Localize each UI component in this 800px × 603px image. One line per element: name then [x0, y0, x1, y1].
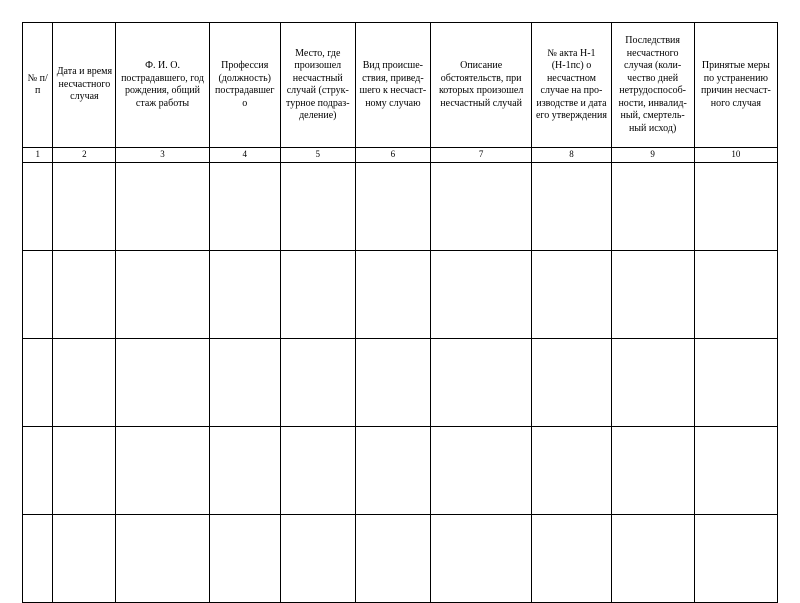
cell: [611, 339, 694, 427]
cell: [23, 163, 53, 251]
cell: [611, 515, 694, 603]
col-header-consequences: Последствия несчастного случая (коли-чес…: [611, 23, 694, 148]
table-row: [23, 339, 778, 427]
cell: [694, 515, 777, 603]
cell: [430, 251, 531, 339]
cell: [355, 163, 430, 251]
col-header-datetime: Дата и время несчастного случая: [53, 23, 116, 148]
cell: [694, 163, 777, 251]
cell: [53, 339, 116, 427]
table-row: [23, 515, 778, 603]
cell: [53, 427, 116, 515]
col-num-7: 7: [430, 148, 531, 163]
cell: [116, 339, 209, 427]
cell: [532, 163, 611, 251]
page: № п/п Дата и время несчастного случая Ф.…: [0, 0, 800, 574]
cell: [116, 427, 209, 515]
col-num-1: 1: [23, 148, 53, 163]
cell: [355, 251, 430, 339]
cell: [430, 163, 531, 251]
col-num-2: 2: [53, 148, 116, 163]
col-header-act-number: № акта Н-1 (Н-1пс) о несчастном случае н…: [532, 23, 611, 148]
cell: [209, 163, 280, 251]
cell: [280, 251, 355, 339]
cell: [116, 515, 209, 603]
cell: [23, 251, 53, 339]
col-header-profession: Профессия (должность) пострадавшего: [209, 23, 280, 148]
cell: [53, 251, 116, 339]
cell: [532, 251, 611, 339]
table-header-row: № п/п Дата и время несчастного случая Ф.…: [23, 23, 778, 148]
cell: [116, 163, 209, 251]
cell: [209, 251, 280, 339]
cell: [355, 515, 430, 603]
col-num-8: 8: [532, 148, 611, 163]
cell: [53, 515, 116, 603]
col-header-description: Описание обстоятельств, при которых прои…: [430, 23, 531, 148]
cell: [611, 251, 694, 339]
table-number-row: 1 2 3 4 5 6 7 8 9 10: [23, 148, 778, 163]
cell: [532, 515, 611, 603]
cell: [23, 515, 53, 603]
cell: [280, 515, 355, 603]
col-header-fio: Ф. И. О. пострадавшего, год рождения, об…: [116, 23, 209, 148]
cell: [23, 339, 53, 427]
cell: [280, 163, 355, 251]
cell: [694, 251, 777, 339]
table-row: [23, 251, 778, 339]
col-num-5: 5: [280, 148, 355, 163]
cell: [532, 339, 611, 427]
col-num-6: 6: [355, 148, 430, 163]
cell: [355, 427, 430, 515]
cell: [430, 427, 531, 515]
col-header-event-type: Вид происше-ствия, привед-шего к несчаст…: [355, 23, 430, 148]
cell: [532, 427, 611, 515]
cell: [355, 339, 430, 427]
cell: [116, 251, 209, 339]
cell: [694, 427, 777, 515]
table-row: [23, 163, 778, 251]
cell: [280, 339, 355, 427]
cell: [53, 163, 116, 251]
cell: [694, 339, 777, 427]
cell: [280, 427, 355, 515]
cell: [611, 163, 694, 251]
col-num-9: 9: [611, 148, 694, 163]
cell: [611, 427, 694, 515]
col-num-4: 4: [209, 148, 280, 163]
col-header-measures: Принятые меры по устранению причин несча…: [694, 23, 777, 148]
cell: [430, 515, 531, 603]
cell: [23, 427, 53, 515]
cell: [209, 339, 280, 427]
col-num-3: 3: [116, 148, 209, 163]
incident-register-table: № п/п Дата и время несчастного случая Ф.…: [22, 22, 778, 603]
cell: [209, 427, 280, 515]
table-row: [23, 427, 778, 515]
col-num-10: 10: [694, 148, 777, 163]
cell: [209, 515, 280, 603]
col-header-number: № п/п: [23, 23, 53, 148]
cell: [430, 339, 531, 427]
col-header-place: Место, где произошел несчастный случай (…: [280, 23, 355, 148]
